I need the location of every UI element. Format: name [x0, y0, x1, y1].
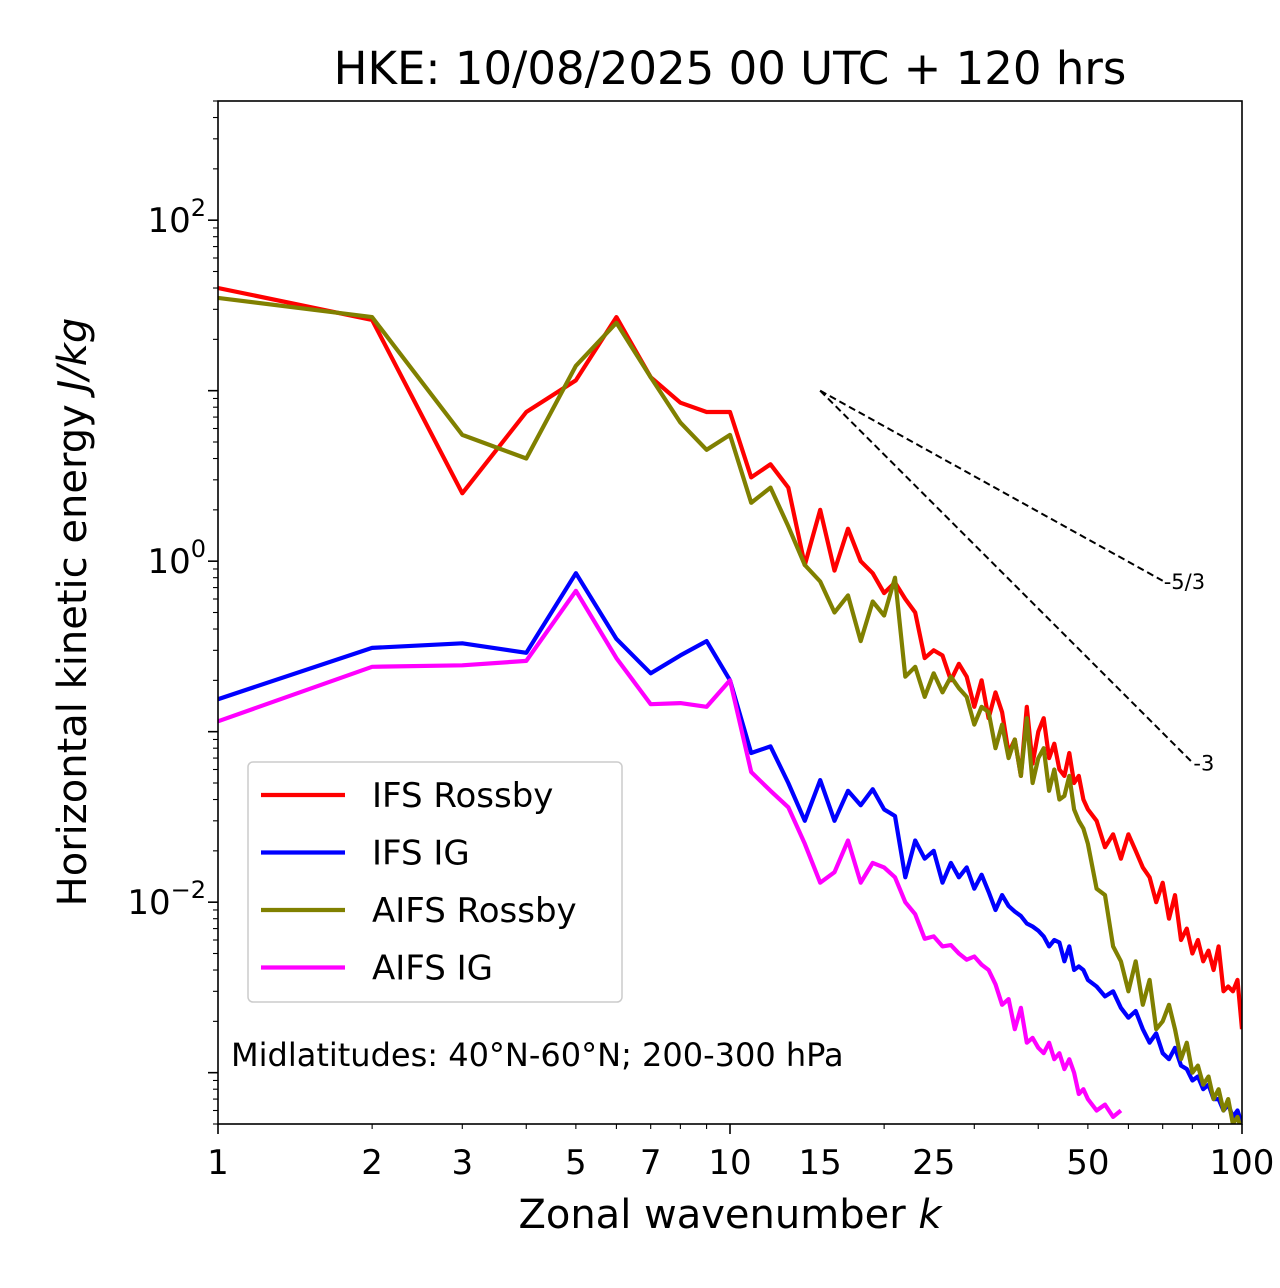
series-line-ifs-rossby: [218, 285, 1242, 1030]
x-axis-label: Zonal wavenumber k: [518, 1192, 943, 1238]
x-tick-label: 1: [207, 1143, 229, 1183]
legend-label-ifs-ig: IFS IG: [372, 834, 470, 874]
x-tick-label: 3: [451, 1143, 473, 1183]
region-annotation: Midlatitudes: 40°N-60°N; 200-300 hPa: [231, 1036, 844, 1074]
x-tick-label: 7: [640, 1143, 662, 1183]
legend-label-aifs-rossby: AIFS Rossby: [372, 891, 577, 931]
y-tick-label: 10−2: [127, 876, 206, 923]
x-tick-label: 2: [361, 1143, 383, 1183]
y-axis-label-text: Horizontal kinetic energy: [50, 404, 96, 906]
legend-frame: [247, 761, 623, 1003]
x-tick-label: 15: [799, 1143, 842, 1183]
x-axis-label-text: Zonal wavenumber: [518, 1192, 906, 1238]
y-tick-label: 102: [147, 194, 206, 241]
reference-slope-label-1: -5/3: [1164, 570, 1205, 594]
y-axis-ticks: 102 100 10−2: [127, 100, 218, 1125]
series-line-aifs-rossby: [218, 295, 1242, 1124]
y-axis-label: Horizontal kinetic energy J/kg: [50, 318, 96, 907]
legend-label-ifs-rossby: IFS Rossby: [372, 776, 553, 816]
y-axis-label-unit: J/kg: [50, 318, 96, 399]
series-layer: [218, 285, 1242, 1124]
legend: IFS Rossby IFS IG AIFS Rossby AIFS IG: [247, 761, 623, 1003]
series-line-aifs-ig: [218, 588, 1123, 1120]
x-tick-label: 100: [1210, 1143, 1275, 1183]
chart-title: HKE: 10/08/2025 00 UTC + 120 hrs: [334, 42, 1127, 95]
x-axis-label-var: k: [918, 1192, 943, 1238]
x-tick-label: 50: [1066, 1143, 1109, 1183]
x-tick-label: 25: [912, 1143, 955, 1183]
reference-slope-label-2: -3: [1193, 752, 1214, 776]
x-axis-ticks: 1 2 3 5 7 10 15 25 50 100: [207, 1124, 1274, 1183]
x-tick-label: 5: [565, 1143, 587, 1183]
x-tick-label: 10: [708, 1143, 751, 1183]
reference-slope-layer: -5/3 -3: [819, 389, 1214, 776]
y-tick-label: 100: [147, 535, 206, 582]
legend-label-aifs-ig: AIFS IG: [372, 949, 493, 989]
